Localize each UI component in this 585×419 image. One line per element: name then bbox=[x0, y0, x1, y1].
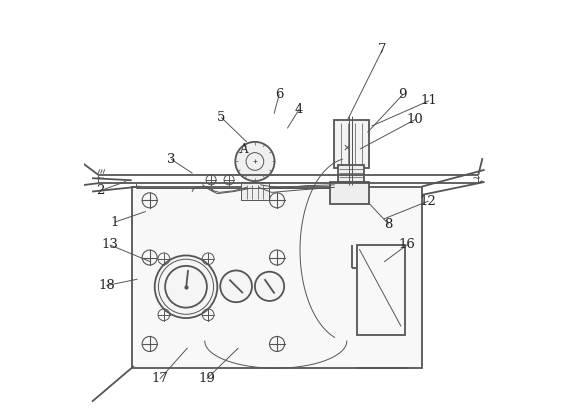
Bar bbox=[357, 245, 405, 335]
Text: 4: 4 bbox=[295, 103, 304, 116]
Text: 9: 9 bbox=[398, 88, 407, 101]
Text: A: A bbox=[239, 143, 247, 156]
Text: 19: 19 bbox=[198, 372, 215, 385]
Circle shape bbox=[221, 271, 252, 302]
Text: 6: 6 bbox=[275, 88, 283, 101]
Text: 1: 1 bbox=[111, 215, 119, 228]
Circle shape bbox=[255, 272, 284, 301]
Text: 7: 7 bbox=[378, 44, 387, 57]
Bar bbox=[132, 186, 422, 368]
Text: 13: 13 bbox=[102, 238, 118, 251]
Text: 3: 3 bbox=[167, 153, 175, 166]
Text: 5: 5 bbox=[217, 111, 226, 124]
Text: 2: 2 bbox=[96, 184, 105, 197]
Text: 10: 10 bbox=[407, 113, 423, 126]
Text: ~: ~ bbox=[472, 174, 481, 184]
Circle shape bbox=[154, 256, 218, 318]
Bar bbox=[330, 182, 369, 204]
Text: 8: 8 bbox=[384, 217, 393, 230]
Circle shape bbox=[235, 142, 274, 181]
Bar bbox=[241, 181, 269, 200]
Text: 17: 17 bbox=[152, 372, 168, 385]
Bar bbox=[338, 165, 364, 185]
Bar bbox=[334, 120, 369, 168]
Text: ~: ~ bbox=[96, 174, 105, 184]
Text: 16: 16 bbox=[398, 238, 415, 251]
Text: 11: 11 bbox=[420, 94, 437, 107]
Text: 18: 18 bbox=[98, 279, 115, 292]
Text: 12: 12 bbox=[420, 195, 436, 208]
